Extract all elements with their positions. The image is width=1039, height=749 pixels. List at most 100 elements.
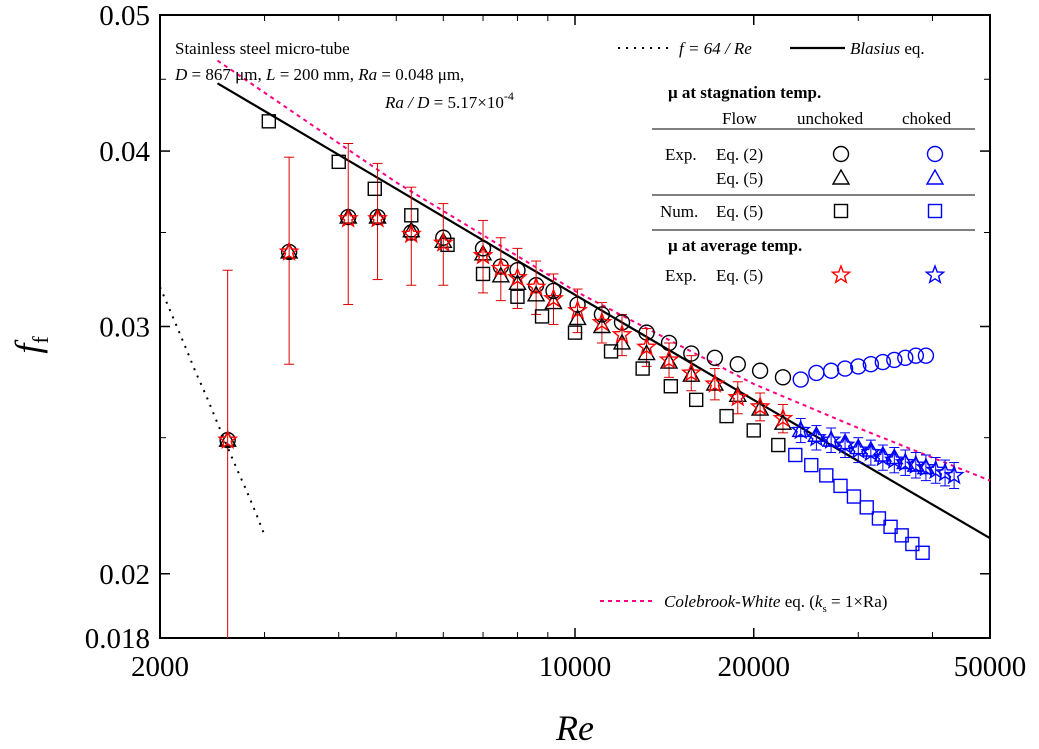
point-square-4-13	[719, 408, 734, 424]
legend-row-num-eq5: Eq. (5)	[716, 202, 763, 221]
point-star-6-4	[400, 223, 422, 244]
legend-num-unchoked-symbol	[833, 203, 849, 219]
point-star-7-6	[872, 446, 894, 467]
x-tick-label-0: 2000	[131, 651, 189, 683]
legend-row-exp-avg: Exp.	[665, 266, 697, 285]
point-circle-1-0	[792, 371, 809, 388]
point-circle-0-10	[545, 282, 562, 300]
point-triangle-2-17	[705, 374, 725, 391]
point-circle-0-12	[593, 306, 611, 323]
errorbar-layer	[222, 142, 960, 638]
point-square-4-3	[404, 208, 419, 223]
dims-line: D = 867 μm, L = 200 mm, Ra = 0.048 μm,	[174, 65, 464, 84]
point-star-7-1	[805, 426, 827, 447]
point-circle-0-20	[774, 369, 792, 386]
point-square-4-15	[771, 437, 786, 453]
y-axis-sub: f	[28, 336, 53, 344]
legend-laminar-label: f = 64 / Re	[679, 39, 752, 58]
legend-col-flow: Flow	[722, 109, 758, 128]
point-star-6-17	[704, 373, 726, 393]
point-star-7-12	[934, 461, 956, 482]
point-square-5-2	[819, 468, 834, 483]
point-circle-0-13	[613, 314, 631, 331]
legend-row-exp: Exp.	[665, 145, 697, 164]
point-circle-0-8	[509, 262, 526, 279]
point-triangle-2-1	[279, 242, 299, 259]
point-circle-1-1	[808, 364, 825, 382]
point-circle-0-17	[706, 349, 724, 366]
point-circle-1-2	[822, 362, 840, 379]
point-square-4-10	[635, 361, 650, 376]
legend-row-num: Num.	[660, 202, 698, 221]
marker-layer	[217, 114, 965, 560]
point-star-6-6	[472, 244, 494, 265]
point-circle-1-9	[907, 347, 925, 364]
point-square-4-7	[534, 309, 550, 324]
point-square-5-3	[833, 478, 848, 494]
point-star-7-4	[847, 438, 869, 459]
point-square-4-0	[261, 114, 277, 129]
point-circle-1-5	[862, 356, 880, 373]
point-star-6-7	[490, 257, 512, 278]
point-square-4-5	[475, 266, 491, 282]
point-star-6-9	[525, 276, 547, 297]
specimen-label: Stainless steel micro-tube	[175, 39, 350, 58]
y-tick-label-0: 0.018	[85, 623, 150, 655]
point-star-6-13	[611, 323, 633, 344]
point-star-6-10	[543, 287, 564, 308]
point-triangle-2-14	[637, 344, 656, 361]
point-circle-0-18	[729, 356, 746, 373]
point-circle-0-11	[569, 296, 586, 313]
y-axis-title: ff	[8, 336, 53, 354]
point-circle-1-3	[836, 360, 854, 377]
point-star-6-2	[337, 207, 359, 228]
point-star-7-13	[943, 464, 965, 485]
point-star-6-11	[567, 299, 588, 320]
point-square-5-7	[883, 519, 898, 535]
y-tick-label-3: 0.04	[99, 136, 150, 168]
point-square-5-4	[846, 489, 862, 504]
point-square-4-12	[688, 392, 704, 408]
point-circle-1-4	[850, 358, 867, 375]
point-square-4-1	[331, 154, 346, 170]
point-star-6-16	[680, 361, 702, 382]
point-square-4-2	[367, 181, 382, 197]
point-square-5-0	[788, 447, 803, 463]
legend-eq5-choked-symbol	[925, 168, 945, 185]
point-circle-1-6	[874, 353, 892, 371]
point-square-4-8	[567, 325, 583, 340]
point-circle-0-19	[751, 362, 769, 379]
point-square-5-1	[804, 457, 819, 473]
point-square-5-8	[894, 528, 909, 543]
point-square-5-5	[859, 500, 874, 515]
ratio-line: Ra / D = 5.17×10-4	[384, 89, 514, 112]
point-circle-0-6	[474, 240, 492, 257]
x-tick-label-1: 10000	[539, 651, 612, 683]
point-star-7-7	[883, 448, 905, 469]
point-triangle-3-0	[791, 420, 810, 438]
point-star-7-0	[790, 419, 812, 440]
point-star-7-11	[925, 459, 947, 480]
legend-eq2-choked-symbol	[926, 145, 944, 163]
point-square-4-9	[603, 344, 619, 359]
point-triangle-2-4	[402, 221, 421, 238]
point-circle-1-7	[886, 351, 903, 369]
legend-row-eq2: Eq. (2)	[716, 145, 763, 164]
point-star-6-15	[658, 348, 680, 369]
point-square-4-4	[440, 237, 455, 253]
point-star-7-8	[894, 451, 916, 472]
legend-colebrook-label: Colebrook-White eq. (ks = 1×Ra)	[664, 592, 887, 615]
legend-col-unchoked: unchoked	[797, 109, 864, 128]
point-star-6-14	[636, 336, 657, 357]
x-axis-title: Re	[555, 708, 594, 748]
point-square-5-9	[905, 536, 920, 552]
legend-blasius-label: Blasius eq.	[850, 39, 925, 58]
point-star-6-12	[591, 311, 613, 332]
point-star-7-10	[915, 456, 937, 477]
legend-symbols	[830, 145, 946, 284]
point-triangle-3-2	[821, 430, 841, 447]
point-star-6-1	[278, 240, 300, 261]
point-square-5-10	[915, 545, 930, 560]
y-tick-label-2: 0.03	[99, 312, 150, 344]
y-tick-label-4: 0.05	[99, 0, 150, 32]
